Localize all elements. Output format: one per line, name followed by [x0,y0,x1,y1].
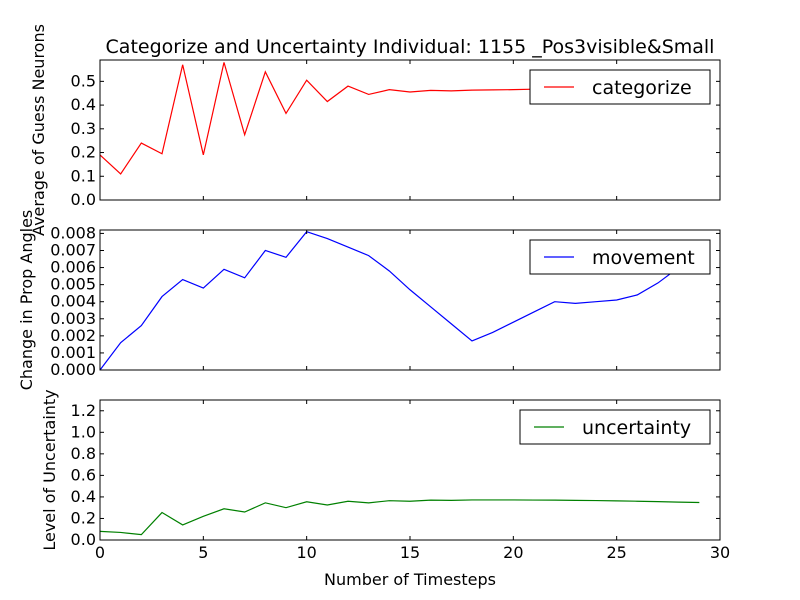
y-tick-label: 0.5 [71,71,96,90]
legend-box [519,409,711,445]
legend: movement [529,239,711,275]
y-axis-label: Average of Guess Neurons [29,24,48,236]
series-line-uncertainty [99,499,700,536]
y-tick-label: 0.2 [71,508,96,527]
subplot-2: 0.0000.0010.0020.0030.0040.0050.0060.007… [17,210,721,391]
legend-label: movement [592,247,695,269]
y-tick-label: 0.1 [71,166,96,185]
x-tick-label: 0 [95,543,105,562]
x-tick-label: 30 [710,543,730,562]
y-tick-label: 0.000 [50,360,96,379]
x-tick-label: 25 [606,543,626,562]
y-tick-label: 1.2 [71,401,96,420]
subplot-1: 0.0 0.1 0.2 0.3 0.4 0.5 Average of Guess Neuro… [29,24,721,236]
y-tick-label: 0.005 [50,275,96,294]
subplot-3: 0.0 0.2 0.4 0.6 0.8 1.0 1.2 0 5 10 15 20 25 30 Level o… [40,389,730,562]
x-axis-label: Number of Timesteps [324,570,496,589]
series-line-movement [99,231,700,371]
y-tick-label: 0.001 [50,343,96,362]
y-tick-label: 0.2 [71,143,96,162]
y-tick-label: 0.006 [50,258,96,277]
y-axis-label: Level of Uncertainty [40,389,59,550]
legend: categorize [529,69,711,105]
y-tick-label: 0.004 [50,292,96,311]
legend: uncertainty [519,409,711,445]
y-tick-label: 0.0 [71,190,96,209]
y-tick-label: 0.4 [71,487,96,506]
x-tick-label: 10 [296,543,316,562]
y-tick-label: 0.6 [71,465,96,484]
legend-label: uncertainty [582,417,691,439]
y-tick-label: 0.4 [71,95,96,114]
y-axis-label: Change in Prop Angles [17,210,36,391]
legend-label: categorize [592,77,692,99]
y-tick-label: 0.3 [71,119,96,138]
y-tick-label: 0.0 [71,530,96,549]
subplots: 0.0 0.1 0.2 0.3 0.4 0.5 Average of Guess Neuro… [17,24,730,562]
y-tick-label: 0.8 [71,444,96,463]
y-tick-label: 0.007 [50,240,96,259]
x-tick-label: 5 [198,543,208,562]
y-tick-label: 0.003 [50,309,96,328]
x-tick-label: 20 [503,543,523,562]
y-tick-label: 0.008 [50,223,96,242]
chart-title: Categorize and Uncertainty Individual: 1… [106,36,715,58]
x-tick-label: 15 [400,543,420,562]
y-tick-label: 0.002 [50,326,96,345]
y-tick-label: 1.0 [71,422,96,441]
